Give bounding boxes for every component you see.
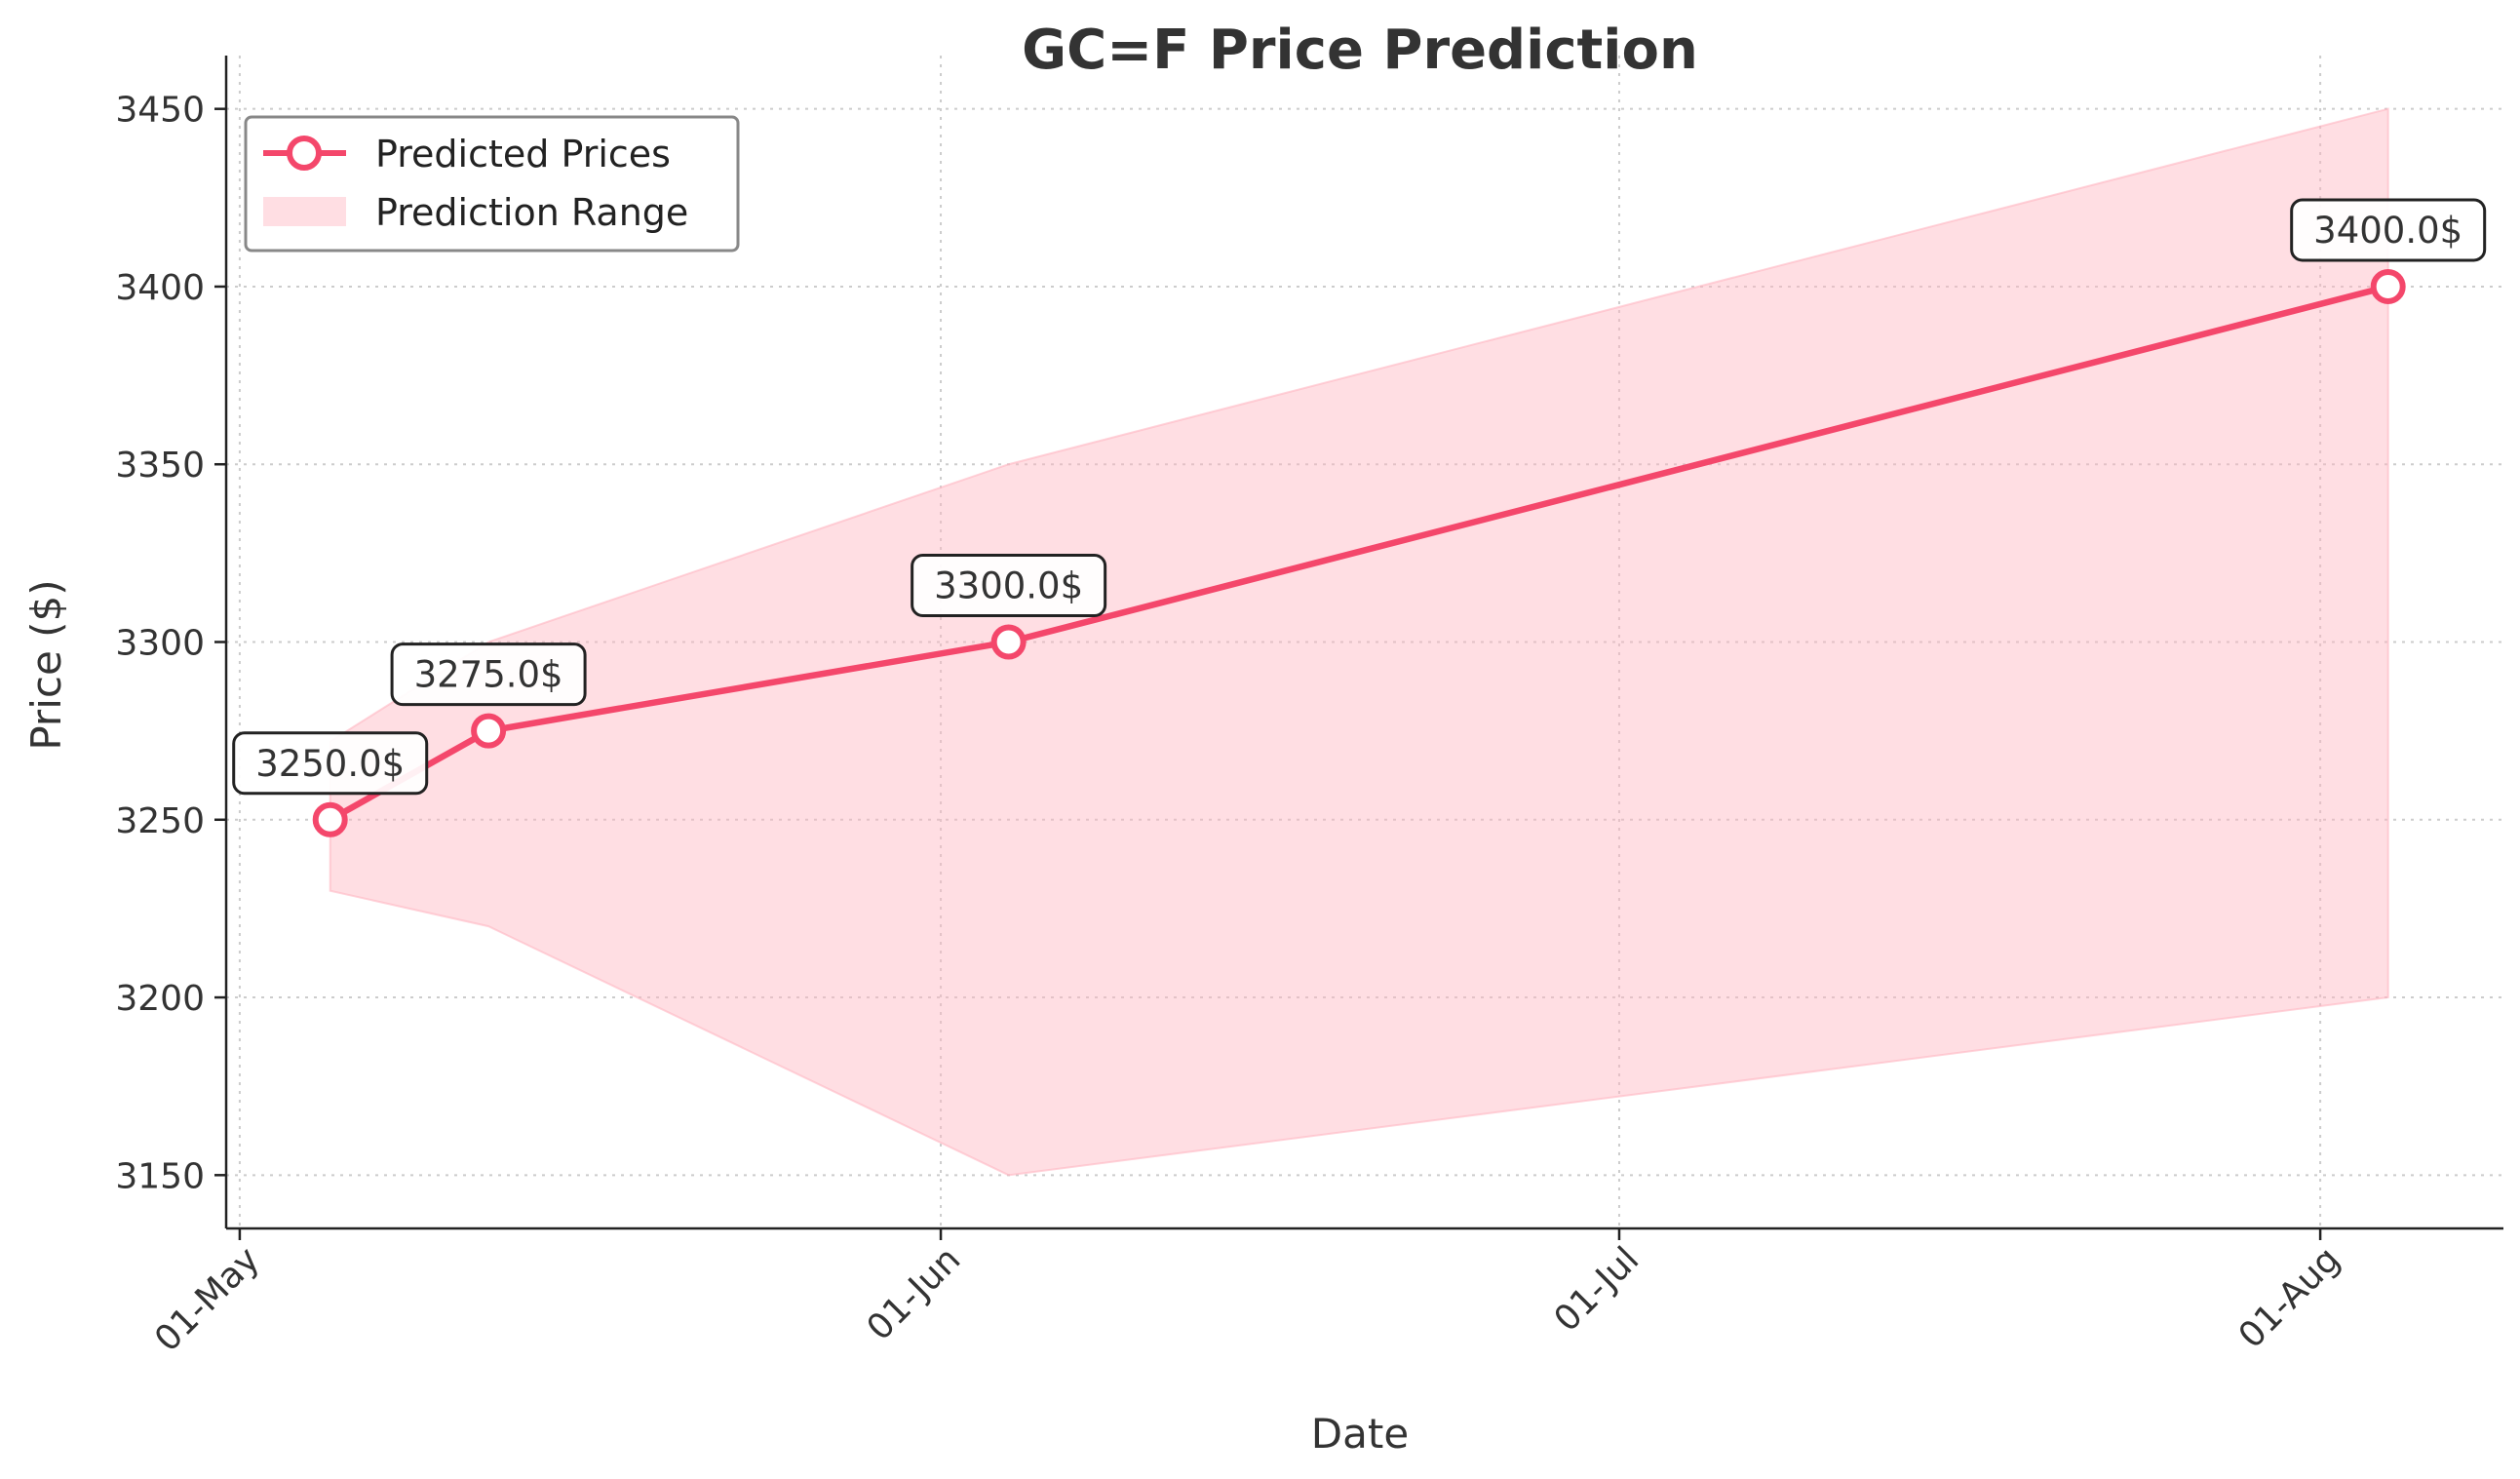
legend-label-range: Prediction Range [375,191,688,234]
annotation-box [2290,198,2487,262]
chart-title: GC=F Price Prediction [1022,19,1698,82]
prediction-range-area [329,107,2389,1177]
legend-frame [244,115,740,253]
x-axis-label: Date [1311,1410,1409,1458]
annotation-box [232,731,429,796]
x-tick-label: 01-Jul [1547,1239,1648,1340]
y-tick-label: 3250 [115,801,205,841]
y-tick-label: 3400 [115,268,205,308]
annotation-label: 3275.0$ [414,654,563,696]
y-tick-label: 3150 [115,1156,205,1196]
y-tick-label: 3450 [115,91,205,131]
y-tick-label: 3200 [115,979,205,1019]
data-points [312,268,2406,837]
x-tick-label: 01-Jun [860,1239,969,1348]
data-point-marker [2370,268,2406,304]
data-point-marker [990,624,1027,660]
x-tick-label: 01-Aug [2231,1239,2348,1356]
y-tick-label: 3300 [115,624,205,664]
legend-label-predicted: Predicted Prices [375,133,671,175]
y-axis-ticks: 3150 3200 3250 3300 3350 3400 3450 [115,91,226,1196]
annotation-box [390,642,587,707]
annotation-label: 3400.0$ [2313,210,2462,252]
annotation-label: 3300.0$ [934,565,1083,607]
y-tick-label: 3350 [115,446,205,486]
annotation-label: 3250.0$ [255,743,405,785]
annotation-box [911,554,1107,617]
legend: Predicted Prices Prediction Range [244,115,740,253]
x-tick-label: 01-May [147,1239,267,1359]
data-point-marker [471,713,507,749]
grid-lines [226,56,2503,1228]
y-axis-label: Price ($) [22,579,70,750]
x-axis-ticks: 01-May 01-Jun 01-Jul 01-Aug [147,1228,2347,1360]
data-annotations: 3250.0$ 3275.0$ 3300.0$ 3400.0$ [232,198,2487,796]
legend-range-swatch [263,197,346,226]
legend-marker-swatch [287,136,322,171]
data-point-marker [312,801,348,837]
